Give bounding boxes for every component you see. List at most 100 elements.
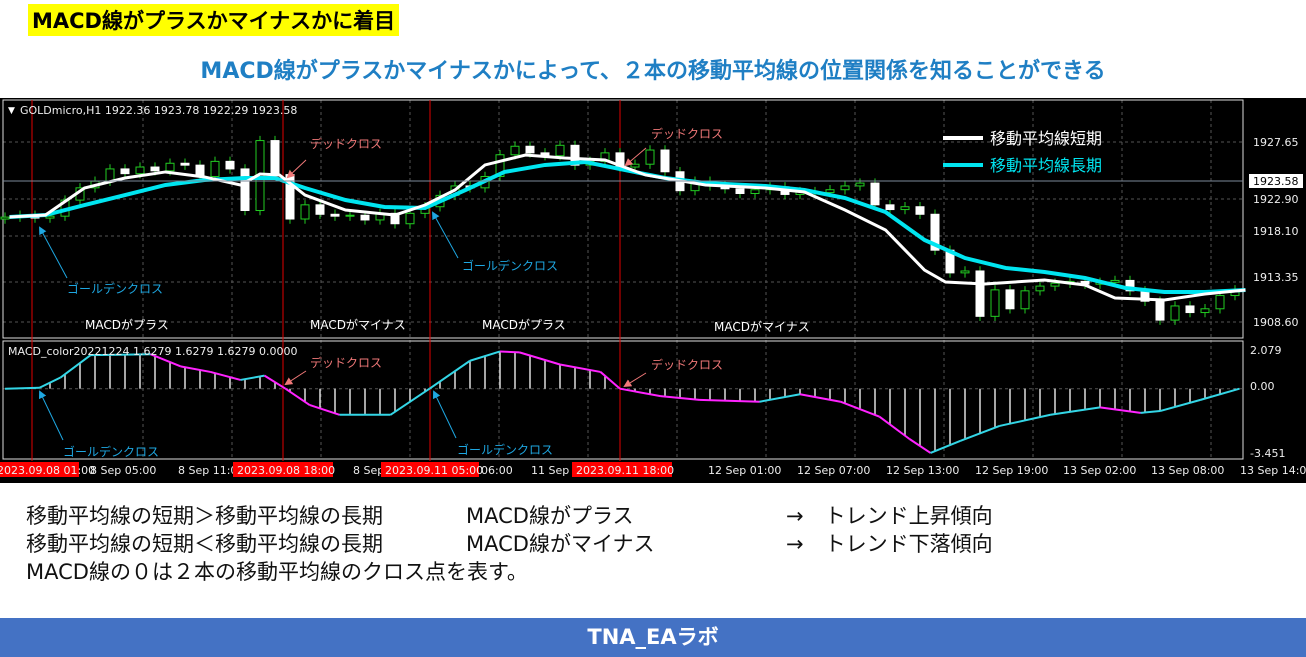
candle-bull — [345, 214, 355, 217]
annotations: デッドクロス デッドクロス ゴールデンクロス ゴールデンクロス MACDがプラス… — [38, 126, 810, 459]
macd-tick: -3.451 — [1250, 447, 1285, 460]
page-subtitle: MACD線がプラスかマイナスかによって、２本の移動平均線の位置関係を知ることがで… — [200, 59, 1106, 84]
candle-bull — [1170, 305, 1180, 321]
macd-line-segment — [699, 398, 760, 403]
macd-tick: 0.00 — [1250, 380, 1275, 393]
candle-bull — [825, 189, 835, 194]
macd-line-segment — [878, 415, 911, 440]
candle-bull — [1050, 282, 1060, 287]
time-axis: 8 Sep 05:00 8 Sep 11:00 8 Sep 06:00 11 S… — [0, 462, 1306, 477]
macd-line-segment — [150, 353, 181, 368]
ma-short-line — [9, 153, 1246, 302]
macd-line-segment — [309, 403, 340, 416]
price-tick: 1918.10 — [1253, 225, 1299, 238]
time-label: 8 Sep 11:00 — [178, 464, 244, 477]
candle-bear — [315, 204, 325, 215]
macd-line-segment — [90, 353, 151, 357]
candle-bear — [870, 182, 880, 206]
cross-time-bg — [0, 462, 79, 477]
time-label: 12 Sep 19:00 — [975, 464, 1048, 477]
ma-lines — [4, 153, 1246, 454]
price-axis: 1927.65 1922.90 1918.10 1913.35 1908.60 … — [1249, 136, 1303, 460]
candle-bull — [1035, 285, 1045, 292]
macd-line-segment — [799, 393, 841, 403]
candle-bear — [120, 168, 130, 175]
candle-bull — [1110, 279, 1120, 283]
macd-line-segment — [389, 387, 431, 416]
candle-bull — [105, 168, 115, 182]
time-label: 11 Sep — [531, 464, 569, 477]
note-trend: → トレンド上昇傾向 — [786, 504, 993, 528]
dead-cross-label: デッドクロス — [310, 136, 382, 151]
macd-line-segment — [39, 376, 61, 389]
candle-bear — [525, 145, 535, 154]
symbol-dropdown-icon[interactable]: ▼ — [8, 106, 15, 116]
macd-line-segment — [840, 400, 880, 418]
candle-bear — [270, 140, 280, 176]
macd-line-segment — [1140, 410, 1161, 414]
candle-bull — [135, 166, 145, 175]
time-label: 12 Sep 07:00 — [797, 464, 870, 477]
note-macd: MACD線がプラス — [466, 504, 634, 528]
golden-cross-label: ゴールデンクロス — [462, 258, 558, 273]
candle-bear — [885, 204, 895, 211]
page-title: MACD線がプラスかマイナスかに着目 — [28, 4, 400, 36]
candle-bull — [900, 206, 910, 211]
macd-line-segment — [469, 350, 501, 362]
candle-bear — [390, 212, 400, 225]
dead-cross-label: デッドクロス — [651, 357, 723, 372]
macd-line-segment — [599, 371, 621, 390]
candle-bull — [555, 144, 565, 157]
cross-time-bg — [233, 462, 333, 477]
macd-line-segment — [930, 439, 961, 454]
candle-bull — [405, 212, 415, 225]
candle-bull — [645, 149, 655, 165]
macd-line-segment — [519, 351, 561, 366]
macd-line-segment — [960, 425, 1000, 442]
legend-long: 移動平均線長期 — [990, 156, 1102, 175]
macd-line-segment — [240, 374, 265, 381]
macd-line-segment — [999, 413, 1051, 427]
candle-bear — [660, 149, 670, 173]
golden-cross-label: ゴールデンクロス — [67, 281, 163, 296]
golden-cross-label: ゴールデンクロス — [457, 442, 553, 457]
symbol-info: GOLDmicro,H1 1922.36 1923.78 1922.29 192… — [20, 104, 297, 117]
macd-line-segment — [180, 365, 211, 373]
macd-line-segment — [1050, 406, 1101, 416]
candle-bull — [840, 185, 850, 191]
candle-bear — [915, 206, 925, 215]
macd-line-segment — [660, 395, 700, 401]
candle-bear — [150, 166, 160, 172]
macd-tick: 2.079 — [1250, 344, 1282, 357]
candle-bear — [570, 144, 580, 166]
dead-cross-label: デッドクロス — [651, 126, 723, 141]
candle-bull — [1215, 295, 1225, 310]
cross-time-label: 2023.09.08 01:00 — [0, 464, 95, 477]
candle-bull — [1020, 290, 1030, 310]
candle-bull — [300, 204, 310, 220]
candle-bull — [165, 162, 175, 172]
note-condition: 移動平均線の短期＜移動平均線の長期 — [26, 532, 383, 556]
time-label: 12 Sep 01:00 — [708, 464, 781, 477]
macd-line-segment — [619, 387, 661, 398]
price-tick: 1922.90 — [1253, 193, 1299, 206]
note-row-down: 移動平均線の短期＜移動平均線の長期 MACD線がマイナス → トレンド下落傾向 — [26, 530, 993, 558]
macd-line-segment — [59, 354, 92, 379]
zone-label: MACDがプラス — [482, 317, 566, 332]
price-tick: 1913.35 — [1253, 271, 1299, 284]
trading-chart[interactable]: ▼ GOLDmicro,H1 1922.36 1923.78 1922.29 1… — [0, 98, 1306, 483]
time-label: 13 Sep 02:00 — [1063, 464, 1136, 477]
macd-line-segment — [4, 386, 40, 390]
candle-bull — [1200, 308, 1210, 314]
note-trend: → トレンド下落傾向 — [786, 532, 993, 556]
candle-bear — [360, 214, 370, 221]
macd-line-segment — [759, 393, 801, 403]
candle-bear — [1155, 300, 1165, 321]
macd-panel-frame — [2, 340, 1244, 460]
candle-bull — [210, 160, 220, 177]
macd-line-segment — [1200, 387, 1240, 401]
cross-time-label: 2023.09.11 18:00 — [576, 464, 674, 477]
footer-brand: TNA_EAラボ — [0, 618, 1306, 657]
candle-bull — [510, 145, 520, 156]
macd-line-segment — [1099, 406, 1141, 414]
